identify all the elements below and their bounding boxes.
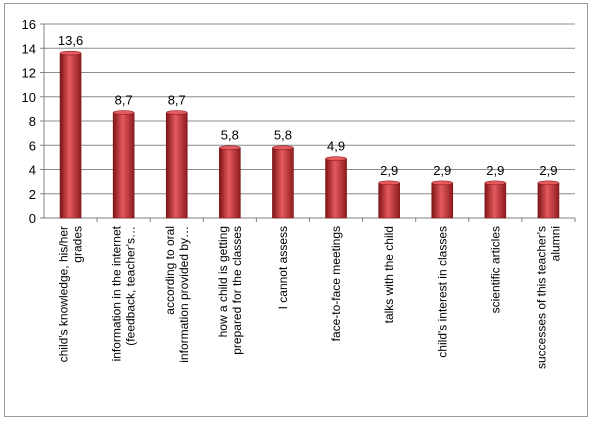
x-tick-label-line: I cannot assess <box>276 226 290 309</box>
data-label: 2,9 <box>380 163 398 178</box>
y-tick-label: 16 <box>22 17 36 32</box>
x-tick-label-line: child's interest in classes <box>435 226 449 358</box>
y-tick-label: 10 <box>22 90 36 105</box>
bar-cap <box>59 50 82 56</box>
x-tick-label: scientific articles <box>488 226 502 313</box>
data-label: 4,9 <box>327 139 345 154</box>
bar-cap <box>219 145 241 150</box>
x-tick-label-line: scientific articles <box>488 226 502 313</box>
bar <box>378 182 400 219</box>
x-tick-label: information in the internet (feedback, te… <box>110 225 138 361</box>
bar-cap <box>112 110 135 115</box>
data-label: 2,9 <box>539 163 557 178</box>
x-tick-label-line: talks with the child <box>382 226 396 323</box>
x-tick-label-line: according to oral <box>163 226 177 315</box>
x-tick-label-line: how a child is getting <box>216 226 230 337</box>
bar <box>537 182 560 219</box>
bar <box>272 147 294 219</box>
x-tick-label: face-to-face meetings <box>329 226 343 341</box>
x-tick-label-line: successes of this teacher's <box>534 226 548 369</box>
bar <box>325 158 347 219</box>
data-label: 13,6 <box>58 33 83 48</box>
y-tick-label: 0 <box>29 211 36 226</box>
bar-cap <box>537 180 560 186</box>
x-tick-label: I cannot assess <box>276 226 290 309</box>
data-label: 5,8 <box>221 128 239 143</box>
x-tick-label-line: (feedback, teacher's… <box>124 226 138 346</box>
x-tick-label: according to oral information provided by… <box>163 226 191 363</box>
x-tick-label-line: child's knowledge, his/her <box>57 226 71 362</box>
y-tick-label: 2 <box>29 187 36 202</box>
x-tick-label: child's interest in classes <box>435 226 449 358</box>
data-label: 2,9 <box>486 163 504 178</box>
bar <box>165 112 188 219</box>
x-tick-label-line: prepared for the classes <box>230 226 244 355</box>
y-tick-label: 12 <box>22 66 36 81</box>
labels: 0 2 4 6 8 10 12 14 16 13,6 child's knowledge, his/… <box>22 17 563 369</box>
data-label: 5,8 <box>274 128 292 143</box>
x-tick-label-line: information in the internet <box>110 225 124 361</box>
y-tick-label: 6 <box>29 138 36 153</box>
data-label: 8,7 <box>115 93 133 108</box>
x-tick-label: talks with the child <box>382 226 396 323</box>
bar-cap <box>431 180 453 186</box>
x-tick-label-line: alumni <box>548 226 562 261</box>
bar-cap <box>272 145 294 150</box>
y-tick-label: 4 <box>29 163 36 178</box>
bar-cap <box>484 180 507 186</box>
y-tick-label: 8 <box>29 114 36 129</box>
bar <box>431 182 454 219</box>
bar-cap <box>325 156 347 161</box>
bar <box>59 52 82 219</box>
x-tick-label: successes of this teacher's alumni <box>534 226 562 369</box>
bar-cap <box>378 180 400 186</box>
bar-cap <box>166 110 188 115</box>
x-tick-label-line: information provided by… <box>177 226 191 363</box>
x-tick-label-line: grades <box>71 226 85 263</box>
x-tick-label-line: face-to-face meetings <box>329 226 343 341</box>
data-label: 8,7 <box>168 93 186 108</box>
bar <box>219 147 241 219</box>
bars <box>59 50 560 219</box>
data-label: 2,9 <box>433 163 451 178</box>
bar <box>112 112 135 219</box>
y-tick-label: 14 <box>22 41 36 56</box>
x-tick-label: how a child is getting prepared for the c… <box>216 226 244 355</box>
bar <box>484 182 507 219</box>
x-tick-label: child's knowledge, his/her grades <box>57 226 85 362</box>
